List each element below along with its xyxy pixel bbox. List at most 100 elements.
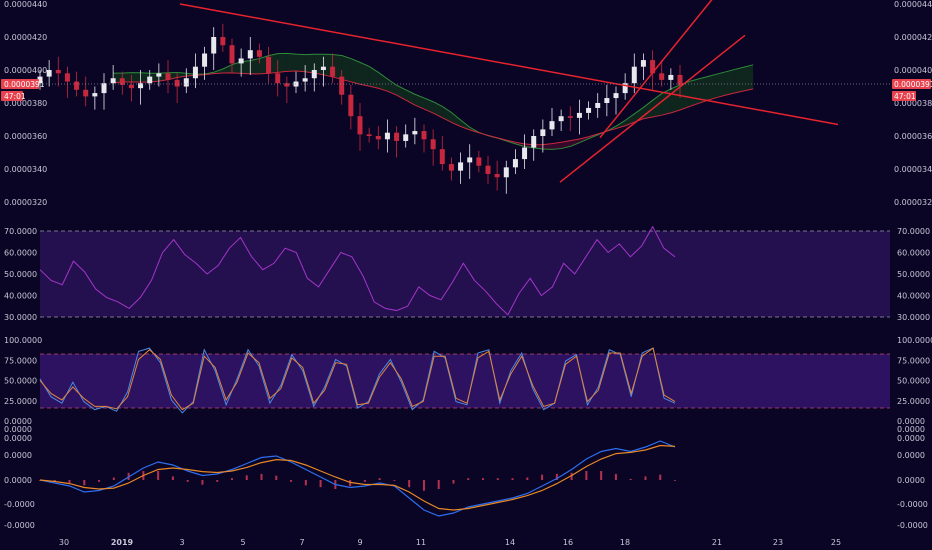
price-tag-right: 0.0000391 47:01 [892, 79, 932, 101]
cloud-segment [277, 53, 287, 73]
x-tick-label: 16 [563, 538, 573, 547]
macd-histogram-bar [171, 476, 174, 480]
rsi-line [39, 225, 676, 316]
x-tick-label: 30 [59, 538, 69, 547]
candle-body [156, 73, 162, 77]
macd-histogram-bar [290, 480, 293, 482]
cloud-segment [369, 66, 379, 89]
stoch-tick-right: 25.0000 [897, 397, 930, 406]
macd-histogram-bar [452, 480, 455, 484]
candle-body [275, 73, 281, 84]
macd-tick-left: 0.0000 [4, 434, 32, 443]
cloud-segment [241, 60, 251, 74]
cloud-segment [725, 69, 735, 96]
macd-histogram-bar [378, 478, 381, 480]
candle-body [119, 78, 125, 85]
trendline-1 [559, 34, 746, 183]
x-tick-label: 9 [357, 538, 362, 547]
stoch-tick-left: 75.0000 [4, 356, 37, 365]
cloud-segment [670, 84, 680, 113]
candle-body [256, 50, 262, 57]
stoch-k-series [39, 347, 676, 414]
candle-body [183, 78, 189, 87]
macd-histogram-bar [216, 480, 219, 482]
macd-signal-series [39, 444, 676, 511]
candle-body [357, 116, 363, 135]
candle-body [110, 78, 116, 84]
cloud-segment [296, 54, 306, 72]
candle-body [613, 93, 619, 99]
macd-histogram-bar [555, 473, 558, 480]
countdown-left-label: 47:01 [4, 92, 26, 101]
macd-histogram-bar [467, 478, 470, 480]
candle-body [192, 66, 198, 79]
macd-histogram-bar [68, 480, 71, 483]
x-tick-label: 7 [299, 538, 304, 547]
macd-histogram-bar [201, 480, 204, 485]
macd-histogram-bar [245, 475, 248, 480]
rsi-series [39, 225, 676, 316]
stoch-d-series [39, 347, 676, 411]
candle-body [339, 76, 345, 95]
macd-histogram-bar [260, 473, 263, 480]
price-tick-right: 0.0000360 [894, 132, 932, 141]
candle-body [622, 83, 628, 94]
candle-body [467, 157, 473, 163]
macd-tick-left: 0.0000 [4, 425, 32, 434]
candle-body [202, 53, 208, 67]
macd-histogram-bar [363, 480, 366, 482]
rsi-tick-left: 50.0000 [4, 270, 37, 279]
price-tick-left: 0.0000400 [4, 66, 47, 75]
price-tag-right-label: 0.0000391 [894, 80, 932, 89]
candle-body [92, 93, 98, 97]
candle-body [311, 70, 317, 79]
candle-body [476, 157, 482, 166]
stoch-tick-left: 100.0000 [4, 336, 42, 345]
candle-body [640, 60, 646, 67]
x-tick-label: 23 [773, 538, 783, 547]
macd-histogram-bar [644, 476, 647, 480]
stoch-tick-left: 50.0000 [4, 377, 37, 386]
cloud-segment [305, 54, 315, 73]
x-tick-label: 3 [179, 538, 184, 547]
ichimoku-cloud [113, 52, 754, 150]
macd-tick-right: -0.0000 [897, 521, 928, 530]
macd-histogram-bar [541, 474, 544, 480]
candle-body [659, 73, 665, 80]
rsi-tick-left: 30.0000 [4, 313, 37, 322]
macd-histogram-bar [304, 480, 307, 486]
macd-histogram-bar [526, 477, 529, 480]
candle-body [375, 136, 381, 140]
cloud-segment [716, 71, 726, 98]
macd-histogram-bar [437, 480, 440, 489]
stoch-tick-left: 0.0000 [4, 417, 32, 426]
candle-body [64, 73, 70, 82]
macd-histogram-bar [585, 471, 588, 480]
candle-body [284, 83, 290, 87]
candle-body [302, 78, 308, 82]
macd-tick-left: -0.0000 [4, 521, 35, 530]
macd-tick-right: 0.0000 [897, 425, 925, 434]
cloud-segment [250, 58, 260, 74]
macd-series [39, 440, 676, 517]
price-tick-right: 0.0000400 [894, 66, 932, 75]
candle-body [74, 81, 80, 90]
rsi-band [40, 231, 890, 317]
cloud-segment [350, 58, 360, 85]
macd-tick-left: 0.0000 [4, 451, 32, 460]
macd-lines [39, 440, 676, 517]
candle-body [531, 136, 537, 148]
macd-histogram-bar [511, 478, 514, 480]
candle-body [549, 121, 555, 130]
candle-body [384, 132, 390, 140]
macd-tick-right: 0.0000 [897, 451, 925, 460]
trendlines[interactable] [179, 0, 839, 183]
x-tick-label: 2019 [111, 538, 134, 547]
cloud-segment [552, 142, 562, 150]
x-tick-label: 18 [620, 538, 630, 547]
cloud-segment [542, 143, 552, 150]
rsi-tick-left: 60.0000 [4, 249, 37, 258]
macd-histogram-bar [393, 480, 396, 481]
